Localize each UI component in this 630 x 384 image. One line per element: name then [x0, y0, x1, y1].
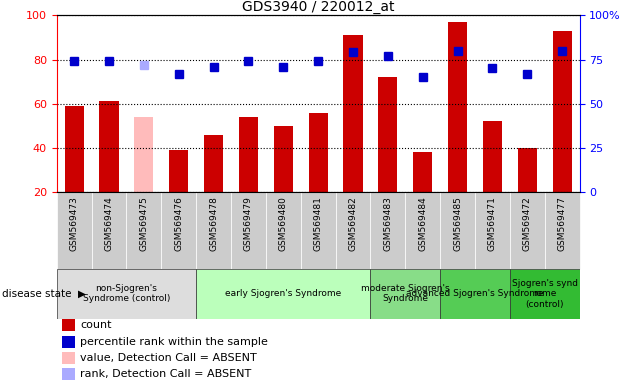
Bar — [378, 77, 398, 192]
Text: GSM569471: GSM569471 — [488, 196, 497, 251]
Text: GSM569483: GSM569483 — [384, 196, 392, 251]
Bar — [510, 192, 545, 269]
Bar — [91, 192, 127, 269]
Bar — [62, 368, 75, 380]
Bar — [343, 35, 363, 192]
Bar — [161, 192, 196, 269]
Bar — [405, 192, 440, 269]
Bar — [273, 126, 293, 192]
Bar — [196, 192, 231, 269]
Text: disease state  ▶: disease state ▶ — [2, 289, 86, 299]
Text: Sjogren's synd
rome
(control): Sjogren's synd rome (control) — [512, 279, 578, 309]
Bar — [266, 192, 301, 269]
Bar — [64, 106, 84, 192]
Bar — [204, 135, 223, 192]
Bar — [100, 101, 118, 192]
Text: GSM569473: GSM569473 — [70, 196, 79, 251]
Text: advanced Sjogren's Syndrome: advanced Sjogren's Syndrome — [406, 289, 544, 298]
Bar — [370, 192, 405, 269]
Bar — [301, 192, 336, 269]
Bar — [169, 150, 188, 192]
Bar — [440, 269, 510, 319]
Bar — [62, 319, 75, 331]
Text: count: count — [80, 320, 112, 330]
Text: GSM569478: GSM569478 — [209, 196, 218, 251]
Bar — [475, 192, 510, 269]
Text: GSM569480: GSM569480 — [279, 196, 288, 251]
Bar — [518, 148, 537, 192]
Text: value, Detection Call = ABSENT: value, Detection Call = ABSENT — [80, 353, 257, 363]
Text: moderate Sjogren's
Syndrome: moderate Sjogren's Syndrome — [361, 284, 450, 303]
Text: GSM569476: GSM569476 — [175, 196, 183, 251]
Bar — [57, 269, 196, 319]
Text: percentile rank within the sample: percentile rank within the sample — [80, 337, 268, 347]
Bar — [440, 192, 475, 269]
Bar — [545, 192, 580, 269]
Text: GSM569485: GSM569485 — [453, 196, 462, 251]
Bar — [448, 22, 467, 192]
Bar — [309, 113, 328, 192]
Bar — [483, 121, 502, 192]
Text: GSM569479: GSM569479 — [244, 196, 253, 251]
Text: GSM569475: GSM569475 — [139, 196, 148, 251]
Bar — [62, 336, 75, 348]
Bar — [127, 192, 161, 269]
Bar — [196, 269, 370, 319]
Bar — [510, 269, 580, 319]
Text: rank, Detection Call = ABSENT: rank, Detection Call = ABSENT — [80, 369, 251, 379]
Bar — [553, 31, 572, 192]
Bar — [370, 269, 440, 319]
Bar — [336, 192, 370, 269]
Text: GSM569482: GSM569482 — [348, 196, 357, 251]
Text: GSM569484: GSM569484 — [418, 196, 427, 251]
Bar — [231, 192, 266, 269]
Bar — [57, 192, 91, 269]
Bar — [134, 117, 154, 192]
Text: GSM569477: GSM569477 — [558, 196, 566, 251]
Text: GSM569472: GSM569472 — [523, 196, 532, 251]
Bar — [62, 352, 75, 364]
Text: GSM569474: GSM569474 — [105, 196, 113, 251]
Text: early Sjogren's Syndrome: early Sjogren's Syndrome — [225, 289, 341, 298]
Bar — [239, 117, 258, 192]
Bar — [413, 152, 432, 192]
Text: GSM569481: GSM569481 — [314, 196, 323, 251]
Text: non-Sjogren's
Syndrome (control): non-Sjogren's Syndrome (control) — [83, 284, 170, 303]
Title: GDS3940 / 220012_at: GDS3940 / 220012_at — [242, 0, 394, 14]
